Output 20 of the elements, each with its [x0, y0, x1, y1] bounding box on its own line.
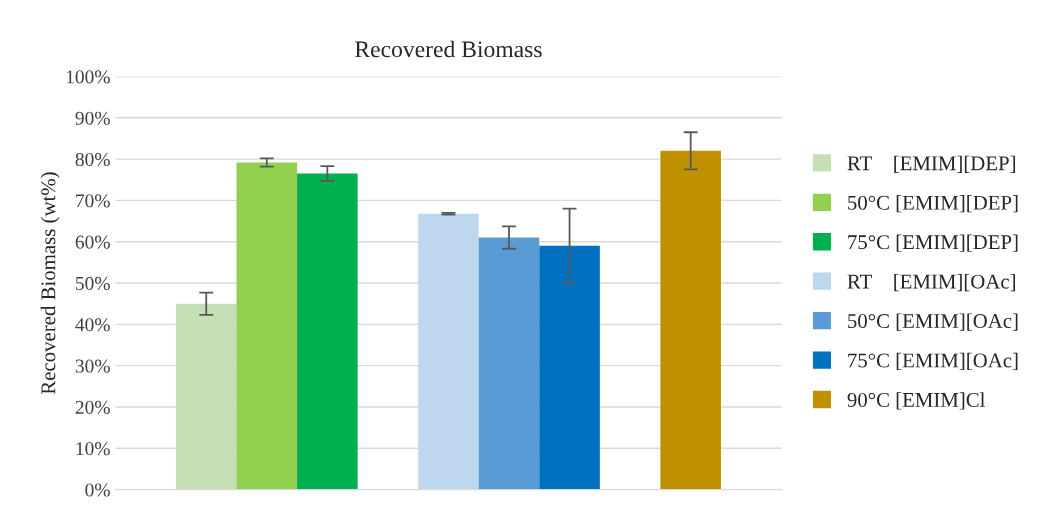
y-tick-label: 40% — [75, 318, 110, 332]
y-tick-label: 50% — [76, 276, 110, 291]
legend-label: 90°C [EMIM]Cl — [847, 392, 986, 410]
y-tick-label: 10% — [76, 442, 110, 456]
y-axis-title: Recovered Biomass (wt%) — [40, 172, 60, 395]
legend-label: 75°C [EMIM][DEP] — [848, 234, 1018, 252]
legend-label: RT [EMIM][DEP] — [847, 155, 1016, 173]
legend-label: 50°C [EMIM][DEP] — [848, 195, 1018, 213]
y-tick-label: 90% — [75, 111, 110, 125]
chart-title: Recovered Biomass — [355, 40, 542, 58]
y-tick-label: 0% — [85, 483, 110, 497]
legend-label: 50°C [EMIM][OAc] — [848, 313, 1018, 331]
y-tick-label: 30% — [75, 359, 110, 373]
y-tick-label: 60% — [75, 235, 110, 249]
y-tick-label: 80% — [75, 152, 110, 167]
y-tick-label: 100% — [66, 70, 110, 84]
legend-label: 75°C [EMIM][OAc] — [848, 352, 1018, 371]
legend-label: RT [EMIM][OAc] — [847, 273, 1015, 292]
y-tick-label: 70% — [76, 194, 110, 208]
y-tick-label: 20% — [75, 400, 110, 414]
